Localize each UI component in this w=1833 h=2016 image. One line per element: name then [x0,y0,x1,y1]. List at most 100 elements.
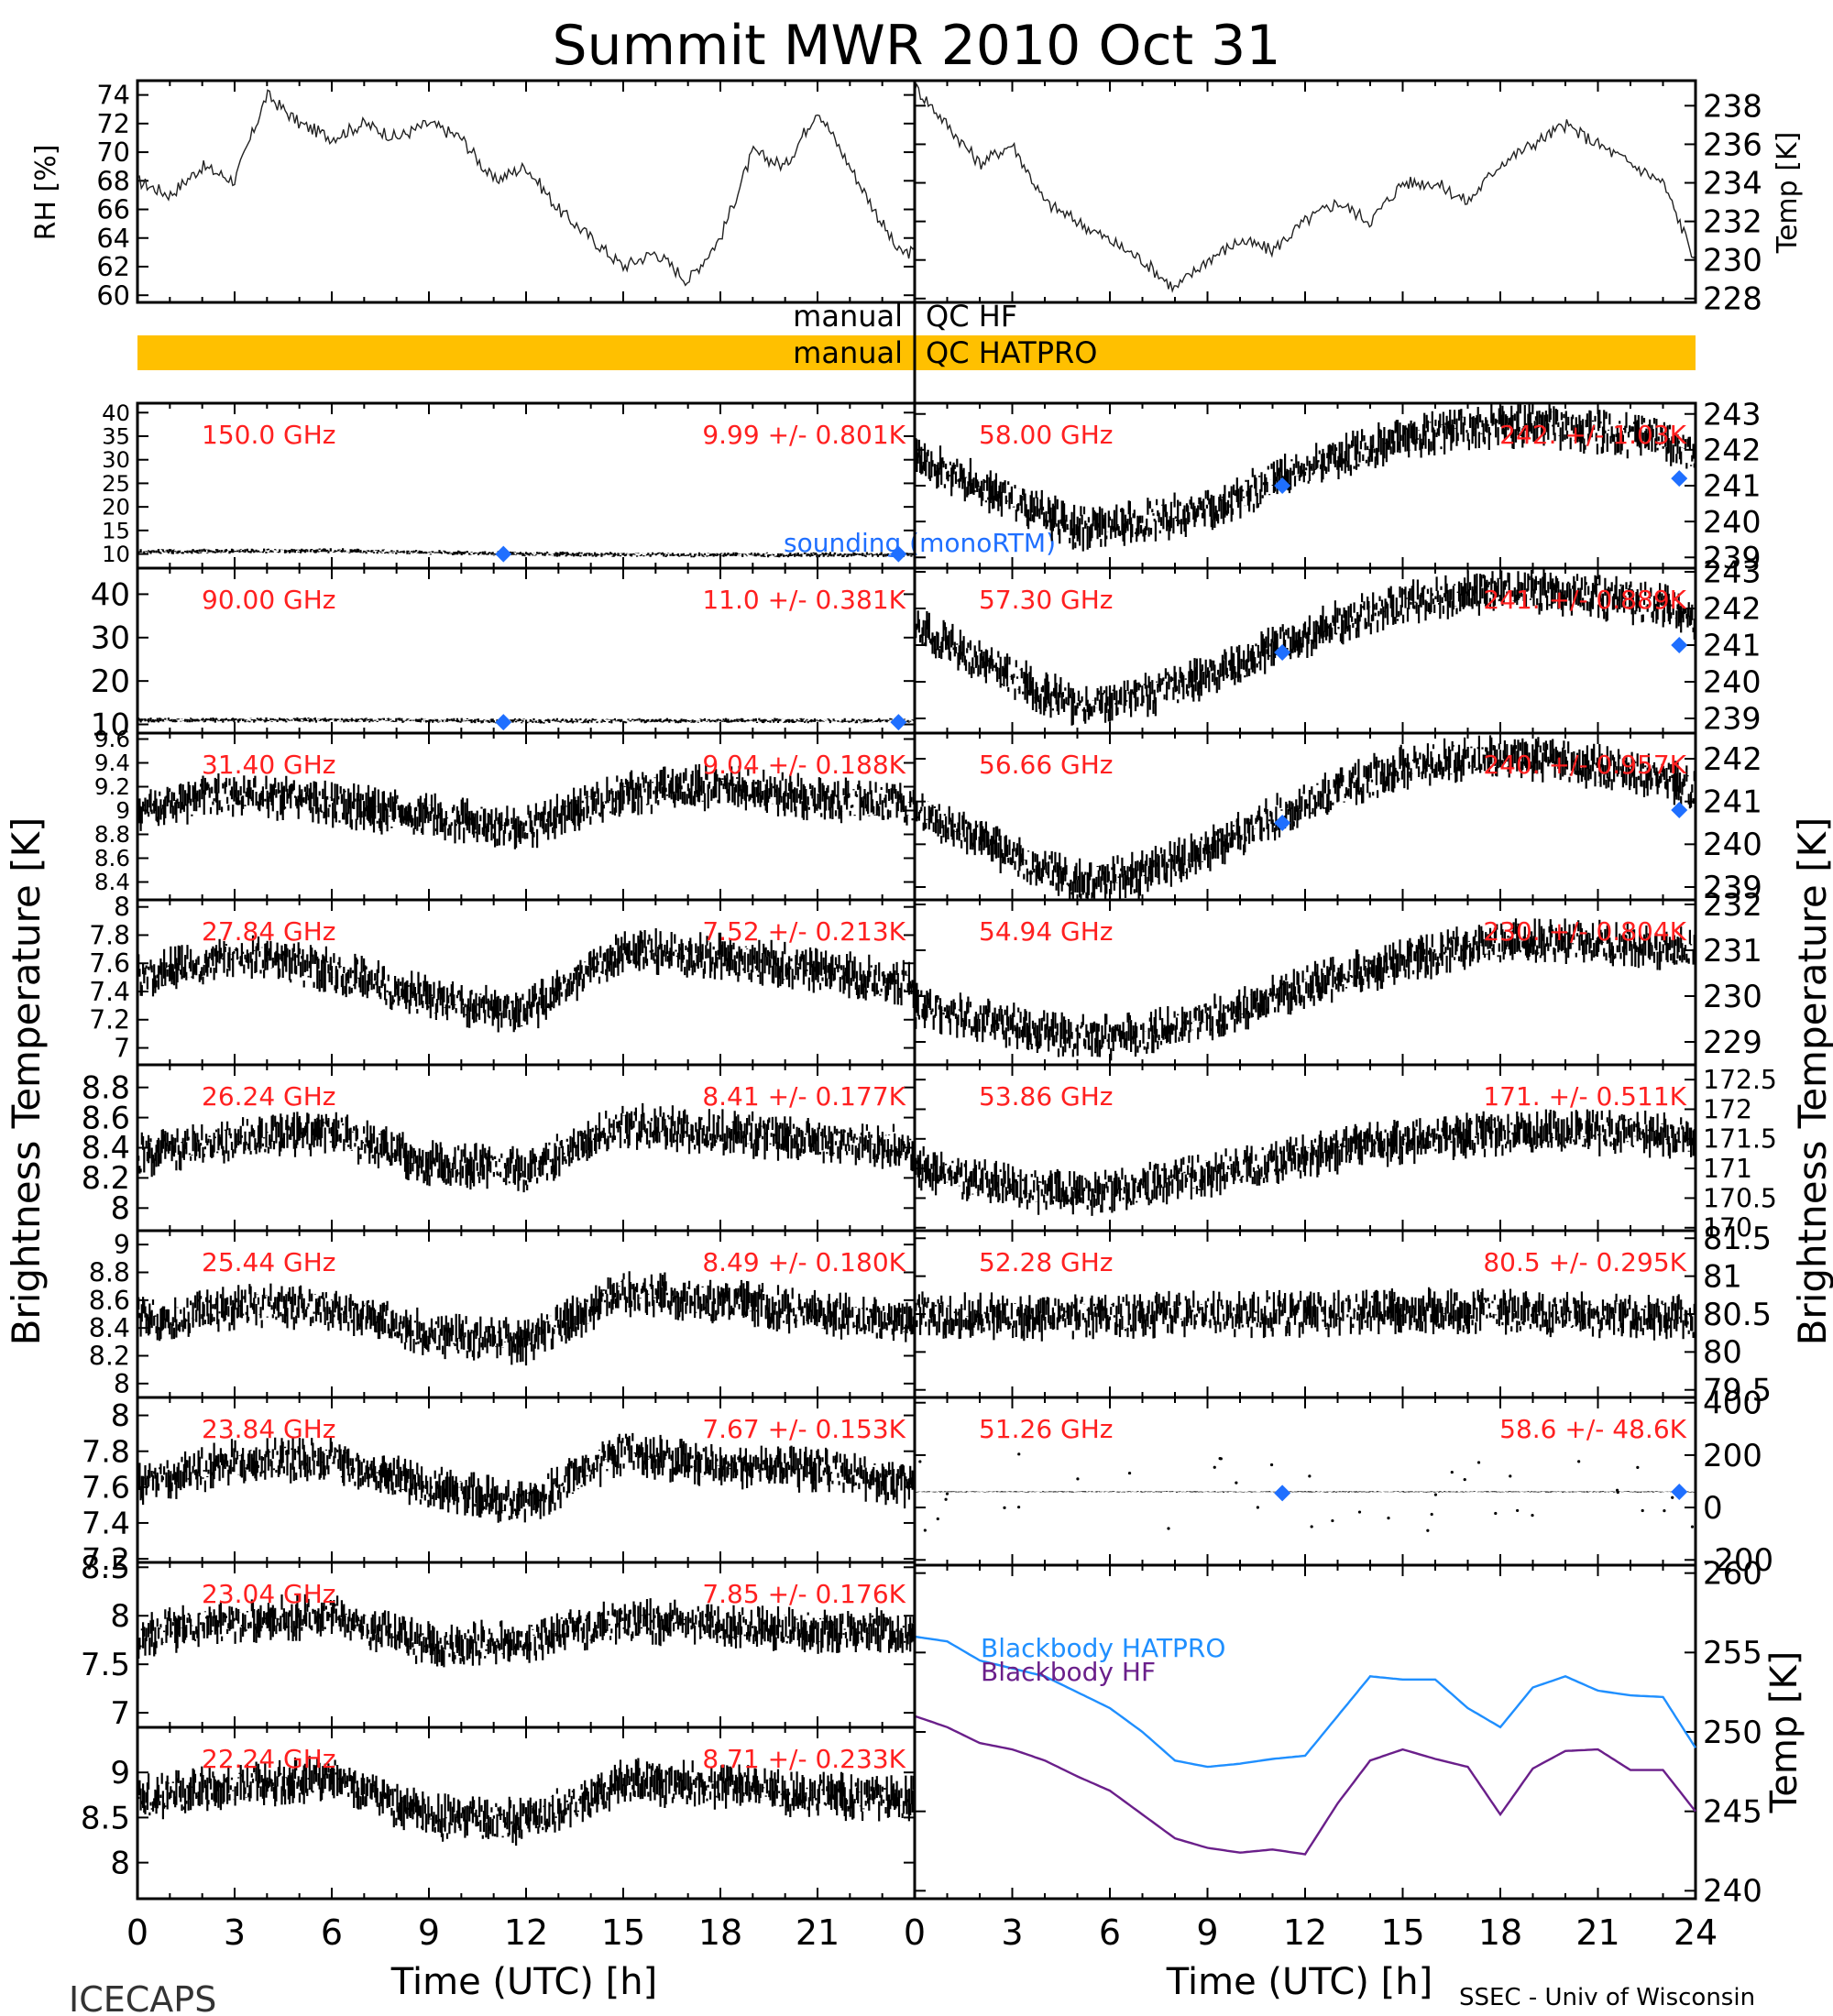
y-tick-label: 250 [1703,1715,1762,1751]
blackbody-line-1 [914,1715,1696,1856]
y-tick-label: 30 [91,620,130,657]
x-tick-label: 9 [418,1912,440,1953]
y-tick-label: 232 [1703,204,1762,241]
y-tick-label: 7 [110,1695,130,1732]
frequency-label: 90.00 GHz [202,585,336,615]
x-tick-label: 9 [1196,1912,1218,1953]
stat-label: 230. +/- 0.804K [1483,916,1686,947]
frequency-label: 25.44 GHz [202,1247,336,1277]
y-tick-label: 200 [1703,1438,1762,1474]
sounding-marker [1671,470,1688,488]
x-tick-label: 15 [601,1912,645,1953]
temp-panel [913,79,1697,304]
x-tick-label: 21 [796,1912,840,1953]
y-tick-label: 9.2 [94,773,130,800]
stat-label: 8.49 +/- 0.180K [702,1247,906,1277]
frequency-label: 53.86 GHz [979,1081,1114,1112]
y-tick-label: 242 [1703,741,1762,778]
sounding-marker [890,545,907,563]
stat-label: 8.41 +/- 0.177K [702,1081,906,1112]
outlier-point [1167,1527,1170,1530]
outlier-point [1690,1525,1695,1528]
x-tick-label: 12 [504,1912,548,1953]
frequency-label: 27.84 GHz [202,916,336,947]
outlier-point [1308,1474,1312,1478]
outlier-point [1433,1493,1438,1496]
frequency-label: 31.40 GHz [202,750,336,780]
stat-label: 241. +/- 0.889K [1483,585,1686,615]
y-tick-label: 68 [96,165,130,196]
outlier-point [1494,1511,1498,1516]
x-tick-label: 3 [1001,1912,1023,1953]
y-tick-label: 8.2 [82,1160,130,1196]
tb-trace-right-5 [913,1287,1697,1342]
y-tick-label: 238 [1703,88,1762,125]
sounding-label: sounding (monoRTM) [784,528,1056,558]
outlier-point [1310,1525,1313,1528]
outlier-point [1426,1528,1430,1532]
y-tick-label: 8 [114,893,130,923]
y-tick-label: 172 [1703,1094,1752,1124]
outlier-point [1516,1508,1520,1513]
rh-panel-trace [137,89,916,287]
x-tick-label: 18 [698,1912,742,1953]
qc-hatpro-right: QC HATPRO [926,335,1097,370]
frequency-label: 56.66 GHz [979,750,1114,780]
frequency-label: 57.30 GHz [979,585,1114,615]
stat-label: 171. +/- 0.511K [1483,1081,1686,1112]
qc-hatpro-bar [137,335,1696,370]
outlier-point [1218,1457,1222,1461]
y-tick-label: 8 [114,1369,130,1399]
outlier-point [1016,1506,1021,1509]
outlier-point [1003,1506,1006,1509]
outlier-point [1127,1471,1132,1475]
tb-trace-left-8 [136,1756,916,1846]
y-tick-label: 74 [96,80,130,111]
y-tick-label: 239 [1703,701,1762,737]
y-tick-label: 171.5 [1703,1124,1777,1155]
y-tick-label: 20 [91,663,130,700]
y-tick-label: 240 [1703,504,1762,540]
y-tick-label: 170 [1703,1213,1752,1244]
y-tick-label: 7.6 [89,948,130,979]
rh-panel [136,79,916,304]
frequency-label: 22.24 GHz [202,1744,336,1774]
stat-label: 11.0 +/- 0.381K [702,585,906,615]
tb-trace-right-6 [913,1491,1697,1493]
y-axis-label-right: Brightness Temperature [K] [1790,817,1833,1346]
x-tick-label: 3 [224,1912,246,1953]
stat-label: 240. +/- 0.957K [1483,750,1686,780]
y-tick-label: 8.6 [82,1100,130,1135]
y-tick-label: 7.2 [82,1541,130,1577]
y-tick-label: 66 [96,194,130,225]
y-tick-label: 9 [115,797,130,824]
stat-label: 9.99 +/- 0.801K [702,420,906,450]
x-axis-label-right: Time (UTC) [h] [1166,1961,1432,2003]
y-tick-label: 0 [1703,1490,1723,1527]
outlier-point [1463,1477,1466,1482]
y-tick-label: 80.5 [1703,1297,1772,1332]
y-tick-label: 234 [1703,165,1762,202]
y-tick-label: 10 [91,707,130,743]
outlier-point [944,1497,948,1501]
frequency-label: 150.0 GHz [202,420,336,450]
y-tick-label: 60 [96,279,130,311]
y-tick-label: 239 [1703,540,1762,575]
tb-trace-left-6 [136,1432,916,1523]
y-tick-label: 230 [1703,243,1762,279]
sounding-marker [1671,802,1688,818]
y-tick-label: 81 [1703,1258,1742,1294]
y-tick-label: 242 [1703,433,1762,468]
outlier-point [1531,1514,1534,1517]
y-tick-label: 40 [102,400,130,426]
outlier-point [1017,1452,1021,1456]
outlier-point [1235,1481,1238,1485]
y-tick-label: 229 [1703,1024,1762,1061]
y-tick-label: 8.2 [89,1341,130,1371]
y-tick-label: 7.2 [89,1005,130,1035]
y-tick-label: 20 [102,494,130,520]
outlier-point [923,1528,927,1532]
y-tick-label: 241 [1703,784,1762,821]
outlier-point [1213,1465,1216,1469]
